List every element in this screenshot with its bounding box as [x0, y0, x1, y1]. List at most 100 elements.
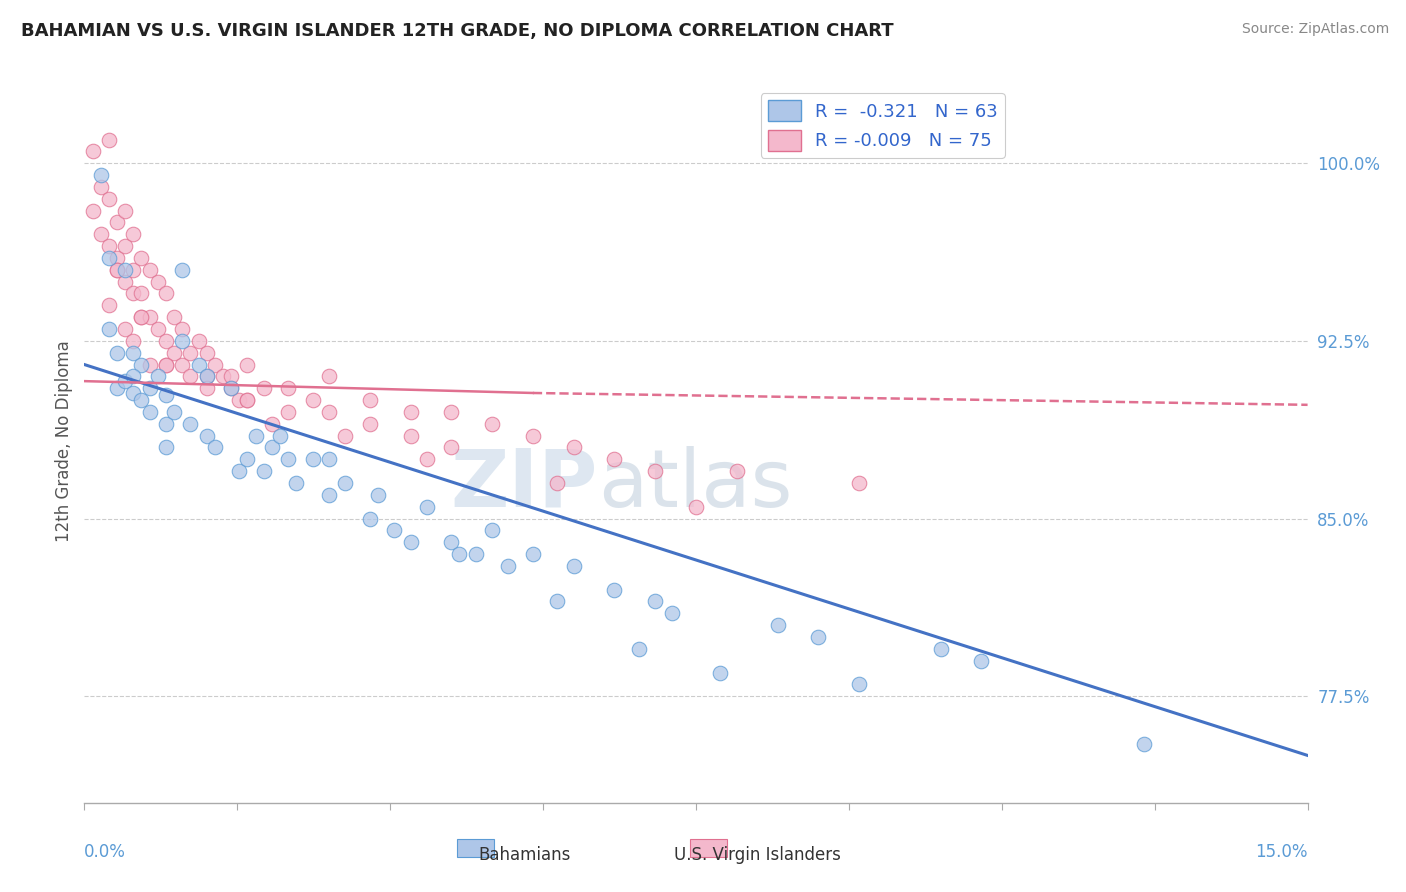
Point: [114, 275, 136, 289]
Point: [440, 405, 463, 419]
Point: [301, 393, 323, 408]
Point: [359, 511, 381, 525]
Point: [131, 310, 153, 325]
Point: [155, 358, 177, 372]
Point: [163, 310, 186, 325]
Point: [138, 358, 160, 372]
Point: [105, 215, 128, 229]
Point: [122, 345, 145, 359]
Point: [219, 381, 242, 395]
Point: [122, 334, 145, 348]
Point: [212, 369, 235, 384]
Point: [179, 417, 201, 431]
Point: [90, 168, 112, 182]
Point: [97, 132, 120, 146]
Point: [90, 227, 112, 242]
Point: [318, 488, 340, 502]
Text: ZIP: ZIP: [451, 446, 598, 524]
Point: [122, 369, 145, 384]
Text: 0.0%: 0.0%: [84, 843, 127, 861]
Point: [82, 203, 104, 218]
FancyBboxPatch shape: [457, 838, 494, 857]
Point: [285, 475, 308, 490]
Text: Source: ZipAtlas.com: Source: ZipAtlas.com: [1241, 22, 1389, 37]
Point: [644, 464, 666, 478]
Point: [335, 475, 357, 490]
Point: [195, 381, 218, 395]
Point: [204, 358, 226, 372]
Point: [318, 405, 340, 419]
Point: [131, 251, 153, 265]
Point: [138, 310, 160, 325]
Point: [155, 417, 177, 431]
Point: [236, 358, 259, 372]
Point: [562, 441, 585, 455]
Point: [122, 286, 145, 301]
Point: [195, 369, 218, 384]
Text: atlas: atlas: [598, 446, 793, 524]
Point: [725, 464, 748, 478]
Point: [97, 192, 120, 206]
Point: [416, 452, 439, 467]
Point: [172, 358, 194, 372]
Text: BAHAMIAN VS U.S. VIRGIN ISLANDER 12TH GRADE, NO DIPLOMA CORRELATION CHART: BAHAMIAN VS U.S. VIRGIN ISLANDER 12TH GR…: [21, 22, 894, 40]
Point: [179, 345, 201, 359]
Point: [440, 441, 463, 455]
Point: [627, 641, 650, 656]
Point: [399, 535, 422, 549]
Point: [236, 452, 259, 467]
Point: [260, 417, 283, 431]
Point: [187, 334, 209, 348]
Point: [253, 381, 276, 395]
Point: [562, 558, 585, 573]
Y-axis label: 12th Grade, No Diploma: 12th Grade, No Diploma: [55, 341, 73, 542]
Point: [90, 180, 112, 194]
Point: [661, 607, 683, 621]
Point: [848, 677, 870, 691]
Point: [399, 428, 422, 442]
Point: [155, 286, 177, 301]
Point: [155, 441, 177, 455]
Point: [228, 393, 250, 408]
Point: [138, 262, 160, 277]
Point: [114, 374, 136, 388]
Point: [546, 594, 568, 608]
Point: [522, 547, 544, 561]
Point: [498, 558, 520, 573]
Text: Bahamians: Bahamians: [478, 847, 571, 864]
Point: [195, 369, 218, 384]
Point: [146, 275, 169, 289]
Point: [481, 417, 503, 431]
Point: [236, 393, 259, 408]
Point: [155, 388, 177, 402]
Point: [481, 524, 503, 538]
Point: [253, 464, 276, 478]
Point: [204, 441, 226, 455]
Point: [97, 239, 120, 253]
Point: [848, 475, 870, 490]
Point: [382, 524, 405, 538]
Point: [131, 286, 153, 301]
Point: [522, 428, 544, 442]
Point: [449, 547, 471, 561]
Point: [335, 428, 357, 442]
Point: [359, 417, 381, 431]
Point: [301, 452, 323, 467]
Point: [219, 381, 242, 395]
Text: 15.0%: 15.0%: [1256, 843, 1308, 861]
Point: [131, 393, 153, 408]
Point: [155, 334, 177, 348]
Point: [163, 345, 186, 359]
Point: [195, 345, 218, 359]
Point: [172, 334, 194, 348]
Point: [97, 322, 120, 336]
Point: [603, 582, 626, 597]
Text: U.S. Virgin Islanders: U.S. Virgin Islanders: [673, 847, 841, 864]
Point: [929, 641, 952, 656]
Point: [970, 654, 993, 668]
Point: [219, 369, 242, 384]
Point: [105, 345, 128, 359]
Point: [97, 251, 120, 265]
FancyBboxPatch shape: [690, 838, 727, 857]
Point: [644, 594, 666, 608]
